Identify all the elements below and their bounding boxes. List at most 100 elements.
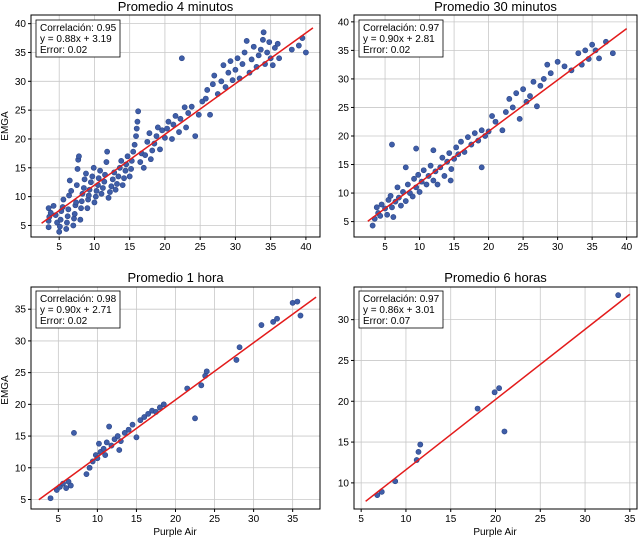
data-point xyxy=(165,118,172,125)
x-tick-label: 20 xyxy=(483,242,495,253)
data-point xyxy=(373,204,380,211)
data-point xyxy=(76,153,82,160)
x-tick-label: 25 xyxy=(535,514,547,525)
data-point xyxy=(177,115,184,122)
x-tick-label: 5 xyxy=(56,242,62,253)
panel-title: Promedio 1 hora xyxy=(127,270,224,285)
data-point xyxy=(114,181,120,187)
data-point xyxy=(274,315,280,322)
y-tick-label: 5 xyxy=(20,221,26,232)
data-point xyxy=(128,166,134,172)
data-point xyxy=(520,86,527,93)
data-point xyxy=(185,110,192,116)
data-point xyxy=(434,181,441,188)
data-point xyxy=(129,421,136,428)
x-tick-label: 25 xyxy=(195,242,207,253)
y-tick-label: 30 xyxy=(338,315,350,326)
y-tick-label: 20 xyxy=(338,131,350,142)
data-point xyxy=(86,464,93,471)
data-point xyxy=(45,224,52,231)
data-point xyxy=(77,216,84,223)
data-point xyxy=(99,185,106,191)
data-point xyxy=(415,171,422,178)
data-point xyxy=(73,182,80,189)
regression-line xyxy=(41,27,314,224)
data-point xyxy=(615,292,622,299)
data-point xyxy=(149,147,156,154)
data-point xyxy=(420,167,427,174)
x-tick-label: 30 xyxy=(579,514,591,525)
data-point xyxy=(64,213,71,220)
data-point xyxy=(225,69,232,76)
data-point xyxy=(47,495,54,502)
y-tick-label: 20 xyxy=(338,397,350,408)
data-point xyxy=(64,219,70,226)
data-point xyxy=(499,127,506,134)
data-point xyxy=(255,52,262,59)
data-point xyxy=(65,206,72,213)
data-point xyxy=(506,95,513,102)
plot-frame xyxy=(30,14,321,238)
data-point xyxy=(90,164,97,171)
data-point xyxy=(71,429,77,436)
stat-error: Error: 0.02 xyxy=(40,316,88,327)
plot-frame xyxy=(353,14,638,238)
stats-legend: Correlación: 0.97 y = 0.90x + 2.81 Error… xyxy=(358,19,444,58)
data-point xyxy=(411,175,417,182)
x-tick-label: 15 xyxy=(131,514,143,525)
data-point xyxy=(97,167,103,174)
data-point xyxy=(83,471,90,478)
data-point xyxy=(501,428,508,435)
data-point xyxy=(91,199,98,206)
data-point xyxy=(115,173,122,180)
data-point xyxy=(258,322,265,328)
data-point xyxy=(68,187,75,194)
data-point xyxy=(471,130,478,137)
data-point xyxy=(66,177,73,184)
data-point xyxy=(146,130,153,137)
data-point xyxy=(404,181,411,188)
y-tick-label: 30 xyxy=(15,336,27,347)
y-tick-label: 25 xyxy=(338,103,350,114)
data-point xyxy=(183,124,189,131)
data-point xyxy=(609,50,616,57)
stat-equation: y = 0.90x + 2.71 xyxy=(40,305,112,316)
y-tick-label: 5 xyxy=(343,217,349,228)
data-point xyxy=(378,201,385,208)
data-point xyxy=(74,166,81,172)
data-point xyxy=(114,433,121,439)
y-tick-label: 35 xyxy=(338,46,350,57)
data-point xyxy=(50,202,57,209)
data-point xyxy=(491,389,498,396)
data-point xyxy=(178,55,185,62)
data-point xyxy=(71,211,78,217)
data-point xyxy=(260,29,267,36)
regression-line xyxy=(367,28,628,222)
data-point xyxy=(60,196,67,203)
data-point xyxy=(131,141,138,148)
stat-error: Error: 0.02 xyxy=(40,45,88,56)
data-point xyxy=(297,312,304,319)
x-tick-label: 30 xyxy=(552,242,564,253)
data-point xyxy=(448,166,455,172)
data-point xyxy=(415,448,422,455)
data-point xyxy=(527,93,533,99)
data-point xyxy=(203,368,210,375)
data-point xyxy=(126,173,133,180)
data-point xyxy=(502,109,509,115)
data-point xyxy=(124,153,131,160)
y-tick-label: 25 xyxy=(338,356,350,367)
panel-title: Promedio 6 horas xyxy=(444,270,547,285)
data-point xyxy=(513,90,520,97)
data-point xyxy=(204,87,211,93)
data-point xyxy=(135,108,142,115)
data-point xyxy=(181,104,188,111)
data-point xyxy=(540,76,547,82)
data-point xyxy=(116,447,123,453)
data-point xyxy=(67,482,74,489)
stat-correlation: Correlación: 0.97 xyxy=(363,23,440,34)
data-point xyxy=(192,415,198,422)
y-tick-label: 10 xyxy=(15,463,27,474)
data-point xyxy=(78,205,84,212)
